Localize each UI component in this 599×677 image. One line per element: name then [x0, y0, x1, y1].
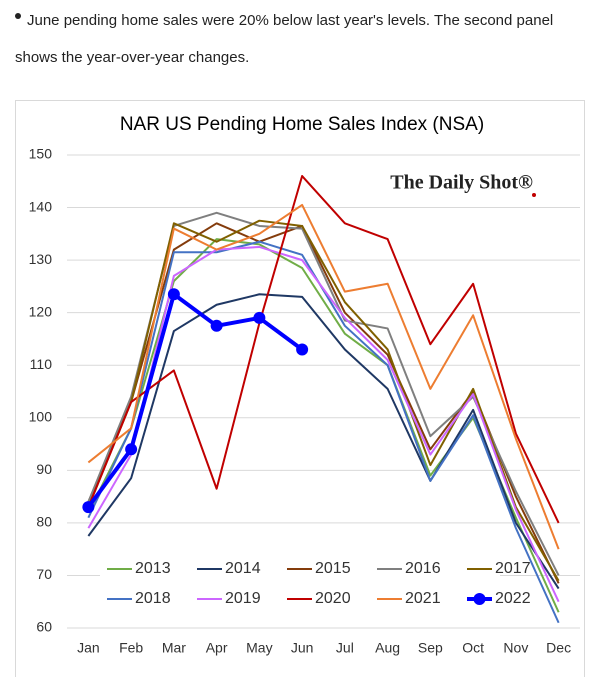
legend-label: 2022: [495, 590, 531, 607]
x-tick-label: Aug: [375, 640, 400, 656]
series-line: [87, 175, 560, 524]
legend-label: 2019: [225, 590, 261, 607]
y-tick-label: 130: [29, 251, 53, 267]
series-line: [87, 293, 560, 590]
legend-label: 2017: [495, 560, 531, 577]
x-tick-label: Mar: [162, 640, 186, 656]
chart-title: NAR US Pending Home Sales Index (NSA): [120, 114, 484, 135]
series-line: [87, 245, 560, 603]
legend-label: 2021: [405, 590, 441, 607]
watermark: The Daily Shot®: [390, 172, 533, 194]
x-tick-label: Jan: [77, 640, 100, 656]
legend-label: 2015: [315, 560, 351, 577]
legend-label: 2013: [135, 560, 171, 577]
legend-label: 2016: [405, 560, 441, 577]
y-tick-label: 90: [36, 461, 52, 477]
y-tick-label: 100: [29, 408, 53, 424]
x-tick-label: Sep: [418, 640, 443, 656]
x-tick-label: Jun: [291, 640, 314, 656]
x-tick-label: Jul: [336, 640, 354, 656]
y-tick-label: 110: [30, 356, 53, 372]
legend-label: 2020: [315, 590, 351, 607]
legend-label: 2014: [225, 560, 261, 577]
x-tick-label: Dec: [546, 640, 571, 656]
y-tick-label: 140: [29, 198, 53, 214]
series-line: [86, 292, 304, 509]
data-point: [296, 343, 309, 356]
data-point: [125, 443, 138, 456]
y-tick-label: 80: [36, 514, 52, 530]
x-tick-label: Feb: [119, 640, 143, 656]
caption: June pending home sales were 20% below l…: [15, 12, 554, 66]
x-tick-label: Oct: [462, 640, 484, 656]
series-line: [87, 203, 560, 550]
y-tick-label: 120: [29, 303, 53, 319]
legend-box: [100, 553, 500, 613]
x-tick-label: Nov: [503, 640, 528, 656]
legend-label: 2018: [135, 590, 171, 607]
x-tick-label: Apr: [206, 640, 228, 656]
y-tick-label: 60: [36, 619, 52, 635]
y-tick-label: 70: [36, 566, 52, 582]
series-line: [87, 219, 560, 582]
data-point: [167, 288, 180, 301]
data-point: [210, 319, 223, 332]
data-point: [82, 501, 95, 514]
watermark-dot: [532, 193, 536, 197]
bullet: [15, 13, 21, 19]
y-tick-label: 150: [29, 146, 53, 162]
x-tick-label: May: [246, 640, 272, 656]
data-point: [253, 311, 266, 324]
legend-marker: [473, 593, 486, 605]
